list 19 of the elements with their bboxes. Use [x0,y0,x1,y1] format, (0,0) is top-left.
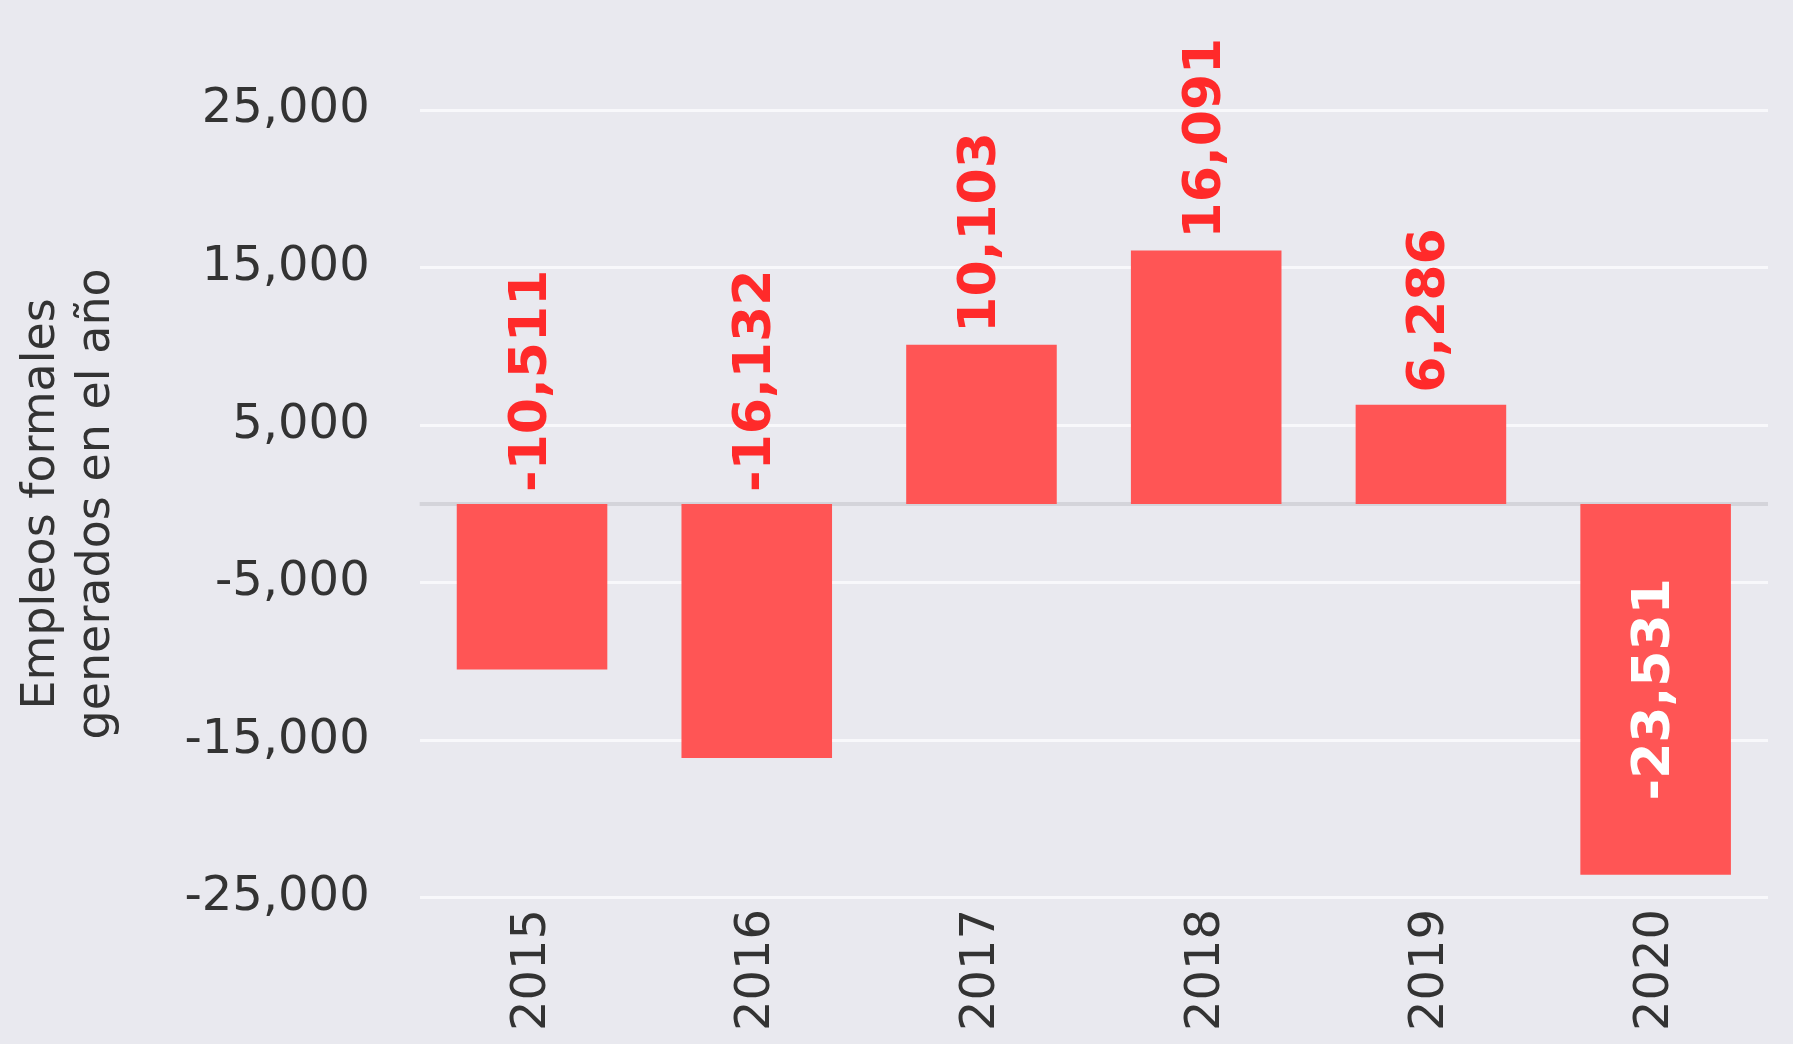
y-axis-title: Empleos formales generados en el año [10,268,120,740]
y-tick-label: -25,000 [184,865,370,922]
data-label: 16,091 [1171,37,1232,239]
y-tick-label: -5,000 [214,550,370,607]
data-label: -23,531 [1621,578,1682,801]
data-label: -16,132 [722,269,783,492]
data-label: 10,103 [946,132,1007,333]
y-tick-label: 25,000 [201,77,370,134]
x-tick-label: 2016 [724,908,781,1031]
x-tick-label: 2019 [1398,908,1455,1031]
y-tick-label: 5,000 [232,392,370,449]
y-tick-label: -15,000 [184,707,370,764]
x-tick-label: 2017 [948,908,1005,1031]
data-label: 6,286 [1396,228,1457,393]
y-tick-label: 15,000 [201,235,370,292]
x-tick-label: 2015 [499,908,556,1031]
data-label: -10,511 [497,269,558,492]
x-tick-label: 2020 [1623,908,1680,1031]
x-tick-label: 2018 [1173,908,1230,1031]
